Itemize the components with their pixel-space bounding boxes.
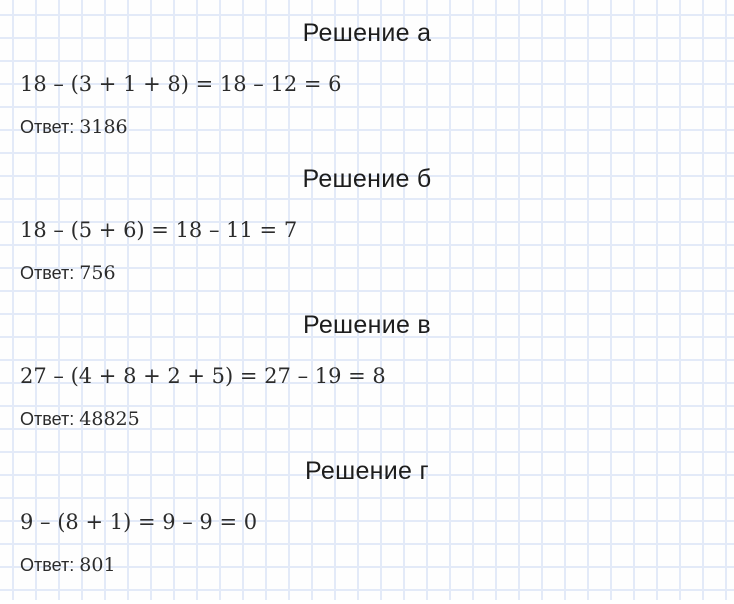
solution-equation: 18 – (3 + 1 + 8) = 18 – 12 = 6: [20, 72, 342, 96]
solution-section-a: Решение а 18 – (3 + 1 + 8) = 18 – 12 = 6…: [0, 20, 734, 166]
answer-value: 3186: [79, 116, 128, 138]
solution-section-g: Решение г 9 – (8 + 1) = 9 – 9 = 0 Ответ:…: [0, 458, 734, 604]
answer-value: 756: [79, 262, 116, 284]
answer-label: Ответ:: [20, 263, 75, 283]
answer-label: Ответ:: [20, 555, 75, 575]
answer-line: Ответ: 48825: [20, 409, 734, 429]
solution-equation: 27 – (4 + 8 + 2 + 5) = 27 – 19 = 8: [20, 364, 386, 388]
answer-value: 801: [79, 554, 116, 576]
solution-heading: Решение в: [302, 311, 432, 339]
answer-line: Ответ: 801: [20, 555, 734, 575]
answer-label: Ответ:: [20, 409, 75, 429]
solution-section-b: Решение б 18 – (5 + 6) = 18 – 11 = 7 Отв…: [0, 166, 734, 312]
solution-section-v: Решение в 27 – (4 + 8 + 2 + 5) = 27 – 19…: [0, 312, 734, 458]
solution-heading: Решение а: [302, 19, 432, 47]
answer-line: Ответ: 3186: [20, 117, 734, 137]
answer-value: 48825: [79, 408, 140, 430]
answer-label: Ответ:: [20, 117, 75, 137]
answer-line: Ответ: 756: [20, 263, 734, 283]
solution-equation: 18 – (5 + 6) = 18 – 11 = 7: [20, 218, 298, 242]
solution-equation: 9 – (8 + 1) = 9 – 9 = 0: [20, 510, 258, 534]
solution-heading: Решение г: [305, 457, 429, 485]
solution-heading: Решение б: [302, 165, 432, 193]
